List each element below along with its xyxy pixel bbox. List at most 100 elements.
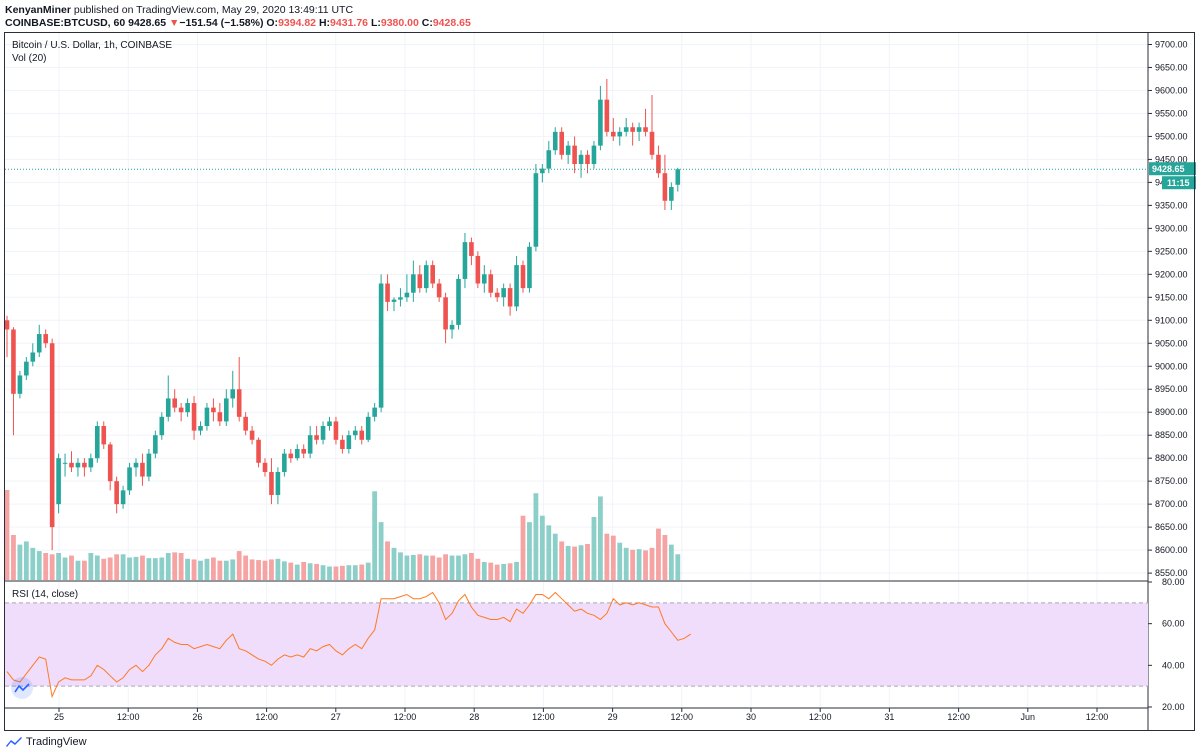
candle-body bbox=[656, 154, 661, 174]
last-price-tag-text: 9428.65 bbox=[1152, 164, 1185, 174]
volume-bar bbox=[211, 557, 216, 580]
volume-bar bbox=[49, 554, 55, 580]
volume-bar bbox=[443, 554, 448, 580]
candle-body bbox=[449, 324, 455, 330]
volume-bar bbox=[333, 566, 339, 580]
volume-bar bbox=[675, 554, 681, 580]
volume-bar bbox=[178, 553, 184, 580]
chart-frame bbox=[4, 32, 1195, 731]
price-axis-label: 9250.00 bbox=[1155, 246, 1188, 256]
candle-body bbox=[256, 439, 261, 463]
toggle-chart-icon bbox=[14, 683, 30, 693]
toggle-panel-icon[interactable] bbox=[11, 677, 33, 699]
volume-bar bbox=[423, 555, 429, 580]
volume-bar bbox=[23, 541, 29, 580]
candle-body bbox=[552, 131, 558, 151]
volume-bar bbox=[133, 556, 139, 580]
price-axis-label: 9450.00 bbox=[1155, 154, 1188, 164]
candle-body bbox=[224, 398, 229, 422]
brand-label: TradingView bbox=[26, 736, 87, 748]
candle-body bbox=[572, 145, 577, 165]
time-axis-label: 12:00 bbox=[671, 712, 694, 722]
candle-body bbox=[24, 361, 29, 376]
volume-bar bbox=[262, 560, 268, 580]
volume-bar bbox=[359, 564, 365, 580]
candle-body bbox=[494, 292, 500, 298]
symbol-label: COINBASE:BTCUSD, 60 bbox=[5, 17, 126, 29]
price-change: −151.54 (−1.58%) bbox=[179, 17, 264, 29]
candle-body bbox=[443, 297, 448, 330]
price-axis-label: 9050.00 bbox=[1155, 338, 1188, 348]
tradingview-logo-icon bbox=[6, 737, 22, 747]
volume-bar bbox=[365, 562, 371, 580]
low-value: 9380.00 bbox=[380, 17, 419, 29]
candle-body bbox=[30, 352, 36, 362]
chart-canvas[interactable]: 9700.00 9650.00 9600.00 9550.00 9500.00 9450.… bbox=[0, 0, 1200, 731]
candle-body bbox=[436, 283, 442, 298]
rsi-axis-label: 20.00 bbox=[1162, 702, 1185, 712]
candle-body bbox=[359, 430, 365, 440]
volume-bar bbox=[630, 549, 636, 580]
time-axis-label: 12:00 bbox=[809, 712, 832, 722]
volume-bar bbox=[372, 491, 378, 580]
volume-bar bbox=[398, 552, 403, 580]
candle-body bbox=[675, 169, 681, 185]
volume-bar bbox=[243, 555, 249, 580]
candle-body bbox=[69, 462, 74, 468]
volume-bar bbox=[391, 547, 397, 580]
time-axis-label: 12:00 bbox=[255, 712, 278, 722]
candle-body bbox=[353, 430, 358, 436]
candle-body bbox=[649, 131, 655, 155]
ohlc-legend: COINBASE:BTCUSD, 60 9428.65 ▼−151.54 (−1… bbox=[5, 17, 471, 29]
volume-bar bbox=[656, 528, 661, 580]
candle-body bbox=[423, 265, 429, 289]
candle-body bbox=[146, 453, 152, 477]
candle-body bbox=[662, 173, 668, 201]
volume-bar bbox=[146, 558, 152, 580]
down-arrow-icon: ▼ bbox=[169, 17, 180, 29]
candle-body bbox=[611, 131, 616, 137]
candle-body bbox=[301, 448, 306, 454]
volume-bar bbox=[649, 547, 655, 580]
candle-body bbox=[185, 403, 190, 413]
open-label: O: bbox=[266, 17, 279, 29]
candle-body bbox=[404, 292, 410, 298]
author-name[interactable]: KenyanMiner bbox=[5, 4, 71, 16]
volume-bar bbox=[43, 553, 49, 580]
candle-body bbox=[527, 246, 532, 289]
volume-bar bbox=[11, 535, 16, 580]
volume-bar bbox=[475, 558, 481, 580]
volume-bar bbox=[481, 562, 487, 580]
time-axis-label: 31 bbox=[884, 712, 894, 722]
candle-body bbox=[372, 407, 377, 417]
publish-header: KenyanMiner published on TradingView.com… bbox=[0, 0, 1200, 32]
volume-bar bbox=[668, 544, 674, 580]
rsi-title: RSI (14, close) bbox=[12, 589, 78, 600]
candle-body bbox=[101, 426, 107, 445]
candle-body bbox=[591, 145, 597, 165]
price-axis-label: 8950.00 bbox=[1155, 384, 1188, 394]
candle-body bbox=[391, 299, 397, 302]
price-axis-label: 9300.00 bbox=[1155, 223, 1188, 233]
volume-bar bbox=[256, 560, 261, 580]
volume-bar bbox=[217, 560, 223, 580]
volume-bar bbox=[152, 558, 158, 580]
candle-body bbox=[269, 471, 274, 495]
volume-bar bbox=[346, 565, 352, 580]
volume-bar bbox=[17, 544, 23, 580]
candle-body bbox=[320, 426, 326, 440]
tradingview-brand[interactable]: TradingView bbox=[6, 736, 87, 748]
candle-body bbox=[340, 439, 345, 449]
price-axis-label: 8750.00 bbox=[1155, 476, 1188, 486]
open-value: 9394.82 bbox=[278, 17, 317, 29]
candle-body bbox=[75, 462, 81, 468]
candle-body bbox=[482, 274, 487, 284]
volume-bar bbox=[456, 555, 461, 580]
price-axis-label: 8900.00 bbox=[1155, 407, 1188, 417]
time-axis-label: 12:00 bbox=[1086, 712, 1109, 722]
candle-body bbox=[56, 458, 61, 505]
volume-bar bbox=[191, 559, 197, 580]
volume-bar bbox=[410, 554, 416, 580]
candle-body bbox=[275, 471, 281, 495]
volume-bar bbox=[507, 563, 513, 580]
